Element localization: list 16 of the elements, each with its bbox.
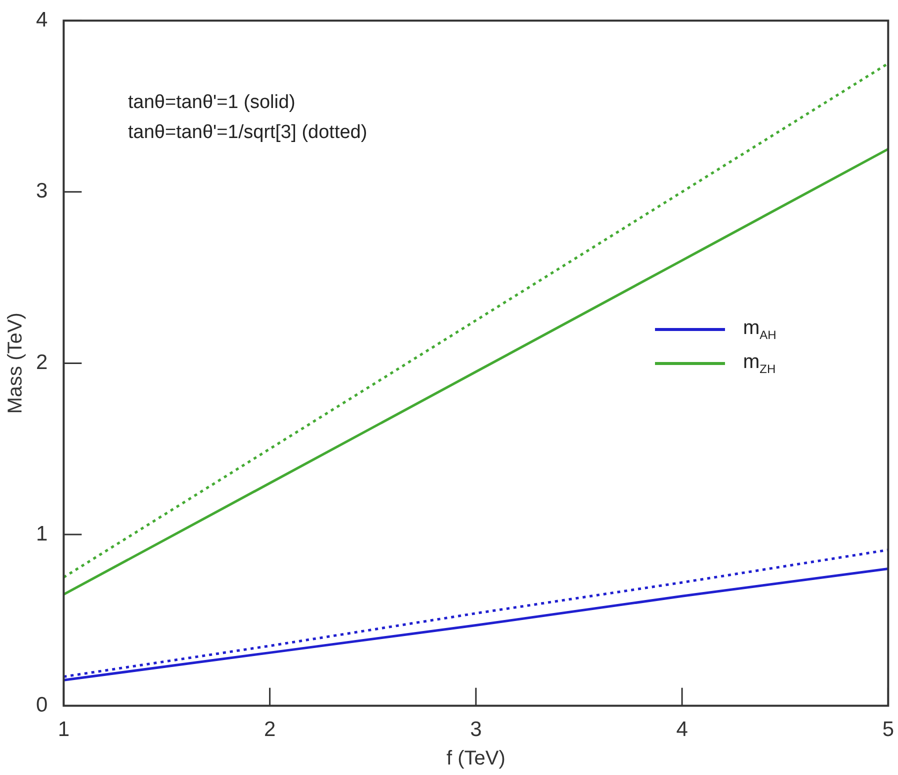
y-tick-label: 0	[36, 694, 48, 717]
annotation: tanθ=tanθ'=1/sqrt[3] (dotted)	[128, 121, 368, 145]
legend-label: m$_{ZH}$	[743, 350, 776, 376]
x-tick-label: 1	[58, 718, 70, 742]
x-tick-label: 4	[676, 718, 688, 742]
y-tick-label: 2	[36, 350, 48, 374]
x-tick-label: 5	[882, 718, 894, 742]
legend-label: m$_{AH}$	[743, 316, 776, 342]
y-axis-title: Mass (TeV)	[4, 312, 27, 414]
x-axis-title: f (TeV)	[446, 748, 506, 770]
y-tick-label: 3	[36, 180, 48, 203]
x-tick-label: 2	[264, 718, 276, 742]
annotation: tanθ=tanθ'=1 (solid)	[128, 91, 296, 115]
y-tick-label: 4	[36, 8, 48, 32]
y-tick-label: 1	[36, 522, 48, 546]
x-tick-label: 3	[470, 718, 482, 742]
